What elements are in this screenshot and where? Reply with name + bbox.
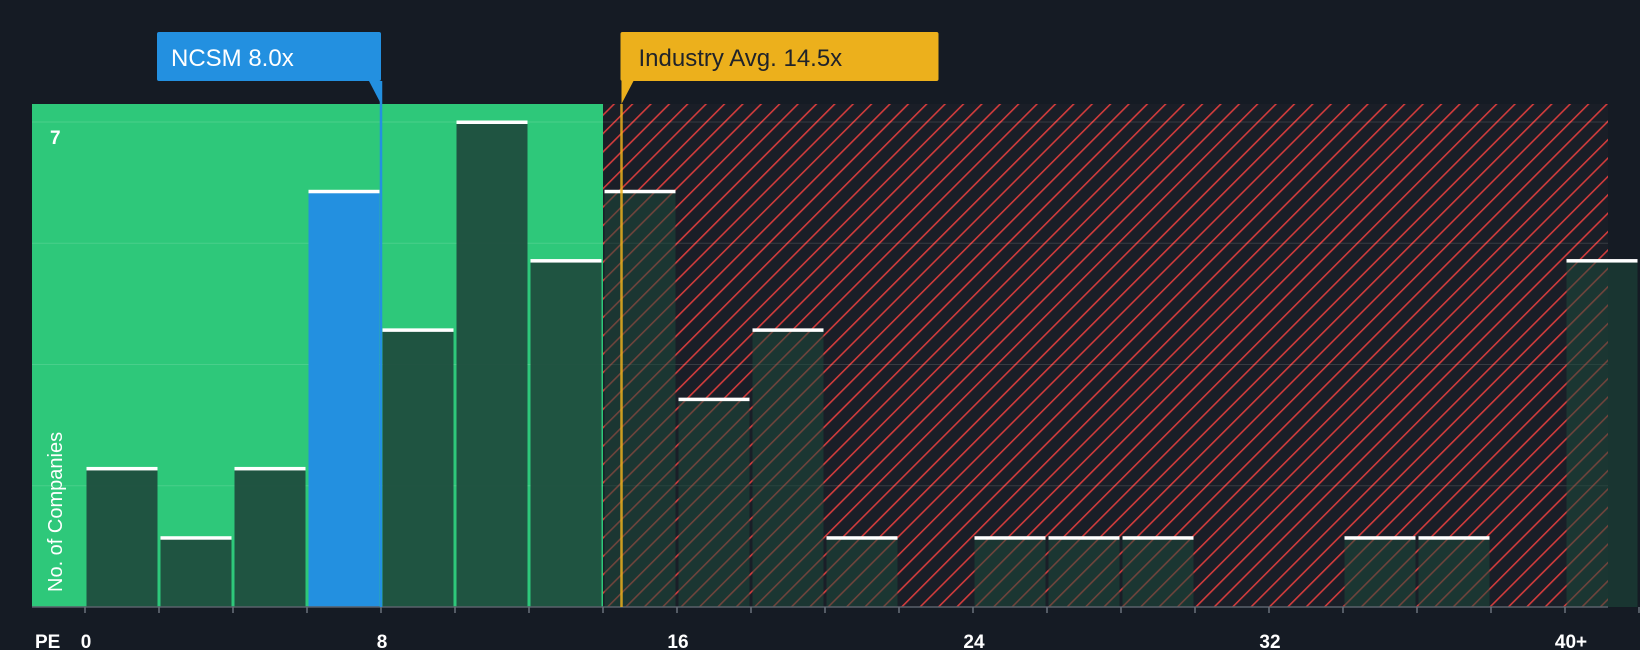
y-tick-label: 7 [50, 128, 61, 149]
histogram-bar [826, 537, 898, 607]
industry-avg-label: Industry Avg. 14.5x [639, 45, 843, 72]
bar-top-cap [826, 536, 898, 540]
histogram-bar [1344, 537, 1416, 607]
histogram-bar [678, 399, 750, 607]
x-tick-label: 40+ [1555, 632, 1587, 650]
histogram-bar [530, 260, 602, 607]
histogram-bar [974, 537, 1046, 607]
histogram-bar [752, 329, 824, 607]
histogram-bar [160, 537, 232, 607]
x-axis-ticks: 0 8 16 24 32 40+ [81, 607, 1640, 650]
x-tick-label: 24 [963, 632, 985, 650]
bar-top-cap [382, 328, 454, 332]
bar-top-cap [1122, 536, 1194, 540]
histogram-bars [86, 120, 1638, 608]
bar-top-cap [1418, 536, 1490, 540]
industry-avg-callout [620, 32, 939, 81]
bar-top-cap [1344, 536, 1416, 540]
histogram-bar [604, 191, 676, 608]
histogram-bar [1418, 537, 1490, 607]
company-pe-marker: NCSM 8.0x [157, 32, 383, 607]
x-tick-label: 16 [667, 632, 688, 650]
bar-top-cap [234, 466, 306, 471]
company-pe-label: NCSM 8.0x [171, 45, 294, 72]
histogram-bar [456, 122, 528, 607]
bar-top-cap [604, 189, 676, 194]
histogram-bar [1048, 537, 1120, 607]
x-tick-label: 8 [377, 632, 388, 650]
histogram-bar [1122, 537, 1194, 607]
bar-top-cap [530, 259, 602, 263]
x-tick-label: 32 [1259, 632, 1280, 650]
industry-avg-pointer [621, 81, 634, 104]
bar-top-cap [678, 397, 750, 402]
y-axis-label: No. of Companies [45, 432, 67, 592]
bar-top-cap [1566, 259, 1638, 263]
histogram-bar [1566, 260, 1638, 607]
bar-top-cap [86, 466, 158, 471]
bar-top-cap [456, 120, 528, 124]
x-axis-label: PE [35, 632, 60, 650]
company-pe-callout [157, 32, 381, 81]
histogram-bar [234, 468, 306, 607]
bar-top-cap [974, 536, 1046, 540]
x-tick-label: 0 [81, 632, 92, 650]
bar-top-cap [160, 536, 232, 540]
highlight-bar [308, 191, 380, 608]
bar-top-cap [752, 328, 824, 332]
bar-top-cap [1048, 536, 1120, 540]
histogram-bar [382, 329, 454, 607]
industry-avg-marker: Industry Avg. 14.5x [620, 32, 939, 607]
company-pe-pointer [369, 81, 381, 104]
bar-top-cap [308, 189, 380, 194]
histogram-bar [86, 468, 158, 607]
